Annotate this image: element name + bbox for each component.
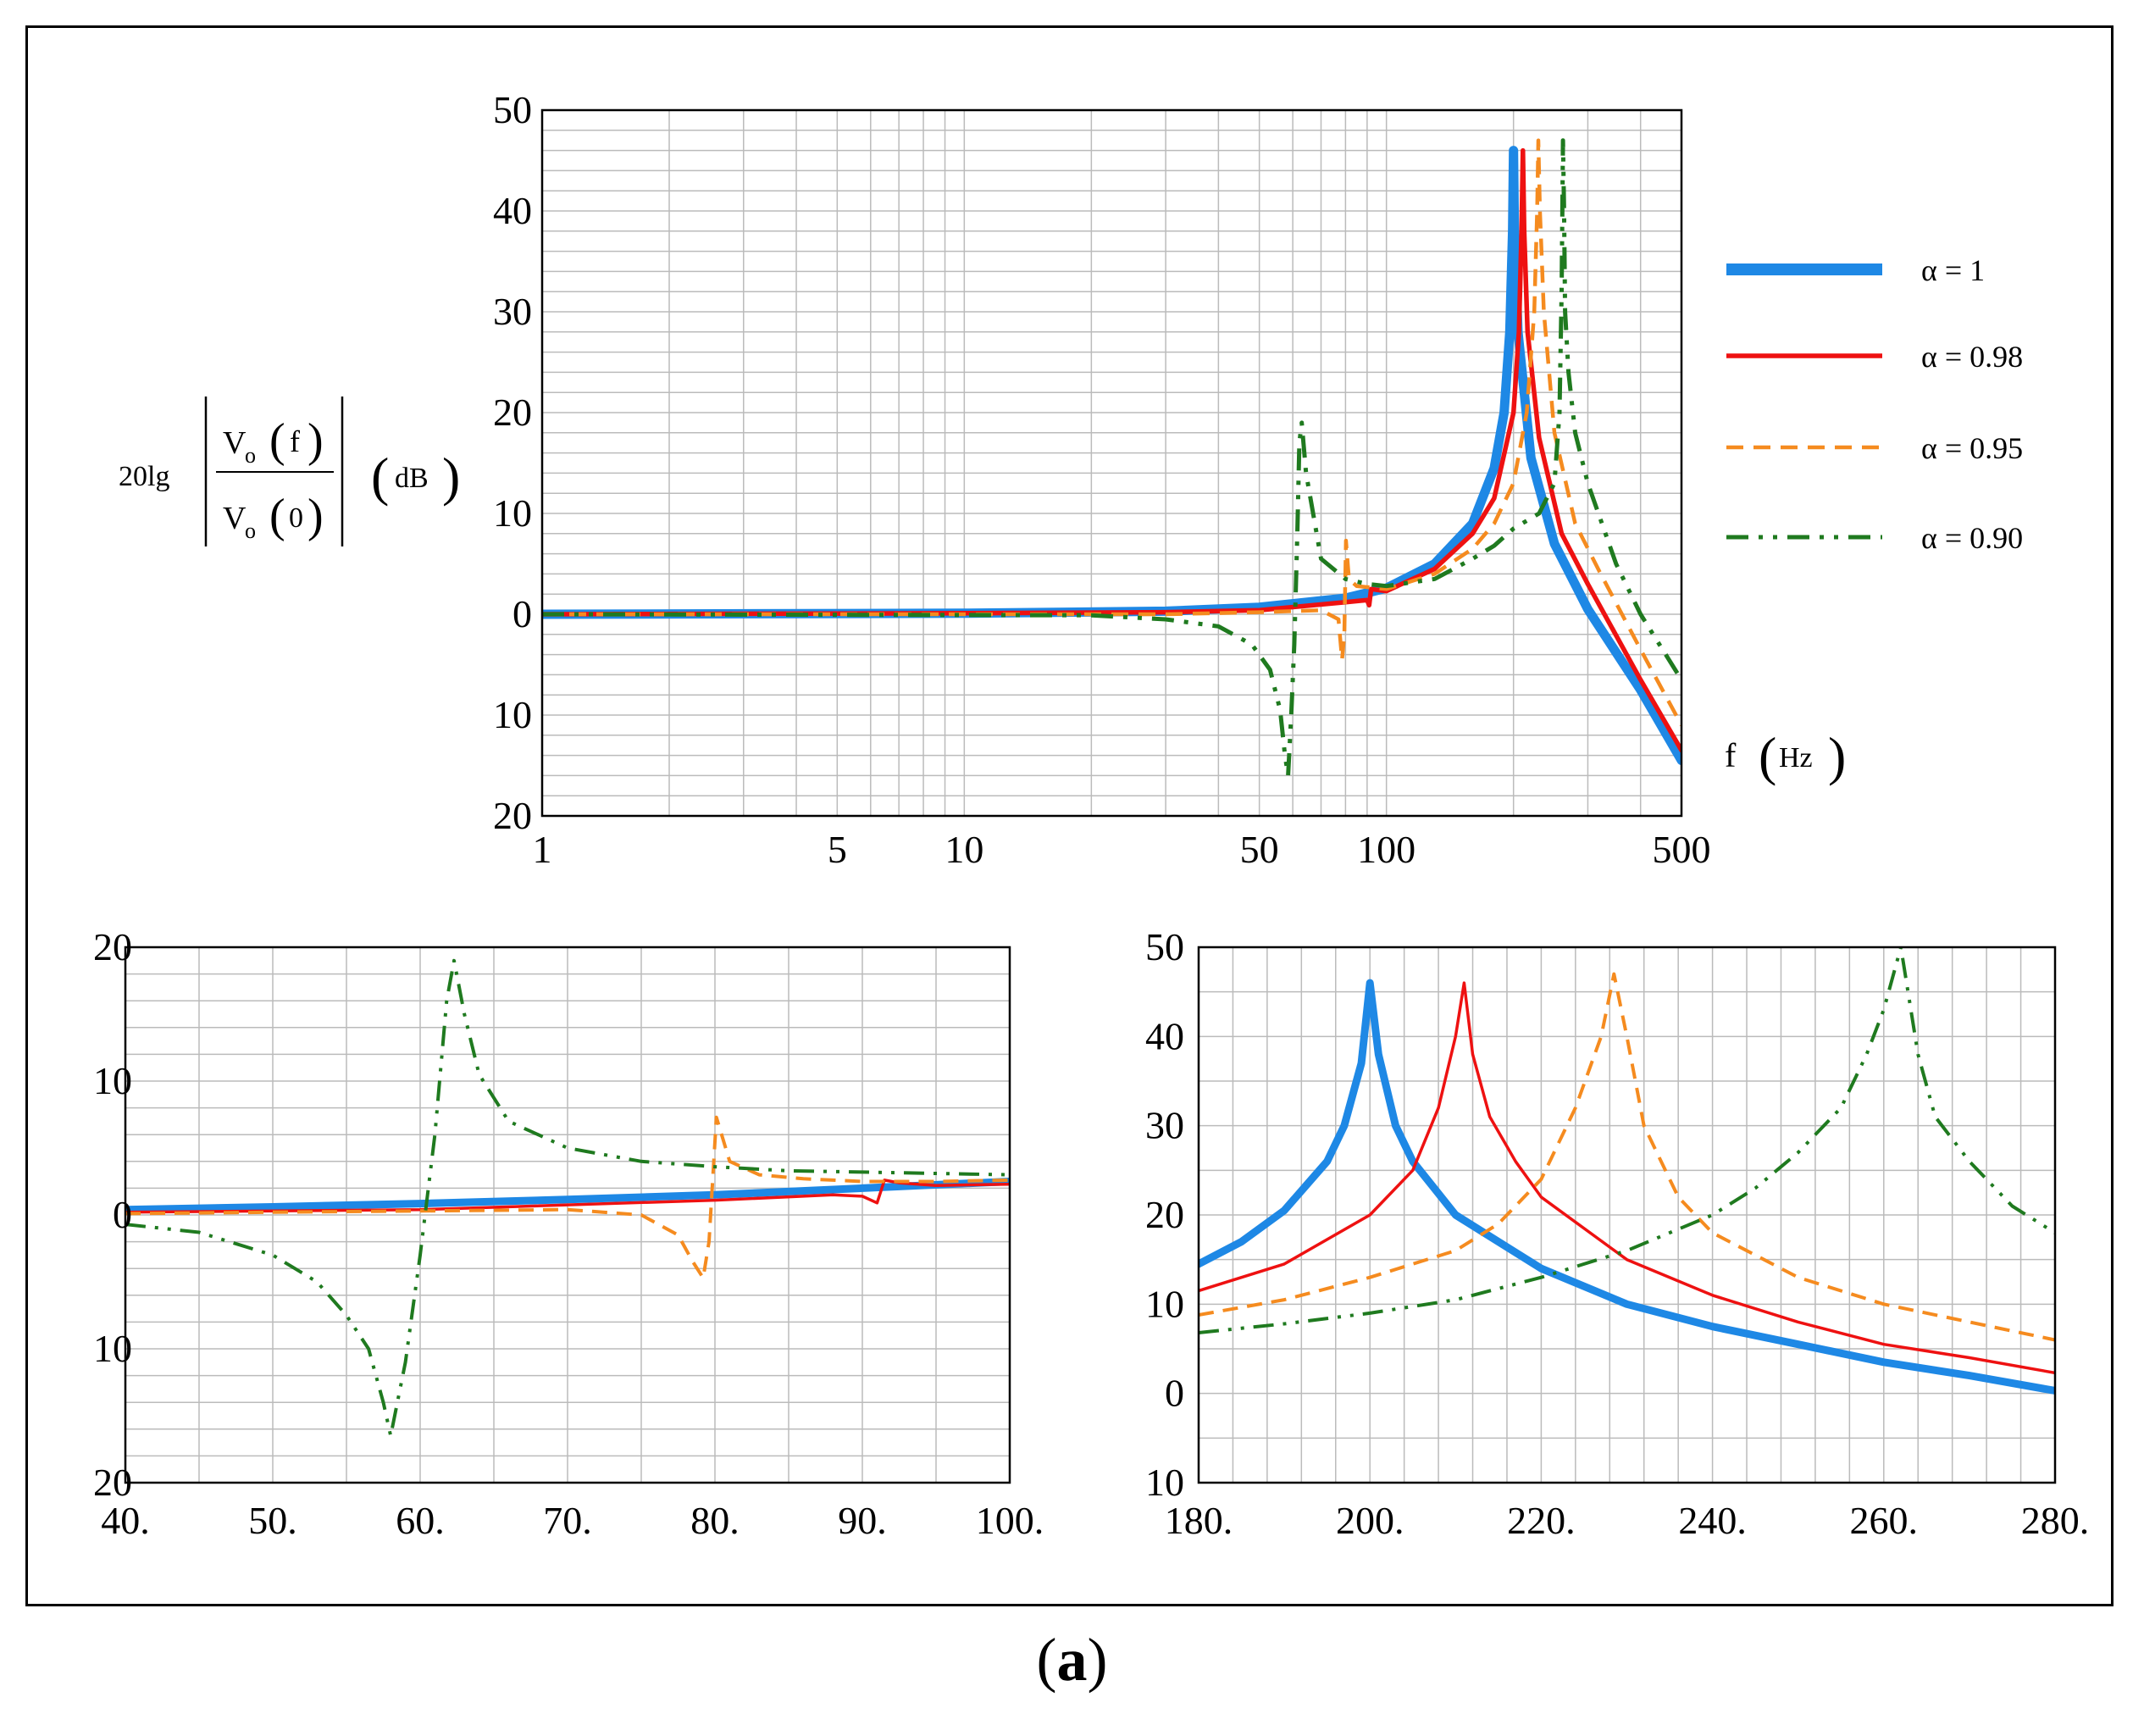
figure-frame bbox=[25, 25, 2114, 1606]
y-tick-label: 50 bbox=[1145, 925, 1184, 968]
x-tick-label: 40. bbox=[101, 1499, 150, 1542]
x-tick-label: 5 bbox=[828, 828, 847, 871]
x-tick-label: 100 bbox=[1357, 828, 1415, 871]
x-tick-label: 70. bbox=[543, 1499, 592, 1542]
denominator-rparen: ) bbox=[307, 490, 324, 542]
y-tick-label: 40 bbox=[1145, 1014, 1184, 1057]
denominator-v: V bbox=[223, 501, 247, 536]
panel-label-letter: a bbox=[1056, 1626, 1088, 1694]
y-tick-label: 20 bbox=[93, 1461, 132, 1504]
numerator-sub: o bbox=[245, 443, 256, 468]
plot-frame bbox=[540, 108, 1683, 818]
y-tick-label: 10 bbox=[1145, 1461, 1184, 1504]
denominator-sub: o bbox=[245, 519, 256, 543]
x-unit-lparen: ( bbox=[1759, 726, 1776, 786]
y-tick-label: 40 bbox=[493, 189, 532, 232]
x-tick-label: 100. bbox=[976, 1499, 1044, 1542]
x-tick-label: 10 bbox=[945, 828, 983, 871]
unit-text: dB bbox=[395, 463, 429, 494]
panel-label-close: ) bbox=[1087, 1626, 1108, 1694]
numerator-lparen: ( bbox=[269, 414, 285, 467]
x-tick-label: 200. bbox=[1336, 1499, 1404, 1542]
series-line-alpha-090 bbox=[542, 138, 1681, 778]
series-line-alpha-095 bbox=[542, 138, 1681, 726]
y-axis-label: 20lg V o ( f ) V o ( 0 ) ( dB ) bbox=[119, 397, 460, 546]
series-line-alpha-090 bbox=[125, 958, 1010, 1438]
denominator-lparen: ( bbox=[269, 490, 285, 542]
x-tick-label: 60. bbox=[396, 1499, 445, 1542]
series-line-alpha-1 bbox=[1199, 979, 2055, 1395]
x-tick-label: 50 bbox=[1240, 828, 1279, 871]
y-tick-label: 10 bbox=[93, 1327, 132, 1370]
y-tick-label: 20 bbox=[493, 794, 532, 837]
y-tick-label: 0 bbox=[1165, 1372, 1184, 1415]
x-tick-label: 240. bbox=[1678, 1499, 1747, 1542]
legend: α = 1 α = 0.98 α = 0.95 α = 0.90 bbox=[1726, 253, 2023, 555]
zoom-high-chart: 180. 200. 220. 240. 260. 280. 50 40 30 20 10 0 10 bbox=[1145, 925, 2089, 1542]
series-line-alpha-098 bbox=[1199, 981, 2055, 1375]
y-tick-label: 0 bbox=[512, 592, 532, 635]
y-tick-label: 20 bbox=[493, 391, 532, 434]
x-tick-label: 1 bbox=[533, 828, 552, 871]
y-tick-label: 30 bbox=[493, 290, 532, 333]
x-tick-label: 180. bbox=[1165, 1499, 1233, 1542]
series-line-alpha-1 bbox=[125, 1178, 1010, 1214]
x-tick-label: 280. bbox=[2021, 1499, 2090, 1542]
x-tick-label: 260. bbox=[1850, 1499, 1919, 1542]
series-line-alpha-095 bbox=[1199, 972, 2055, 1342]
legend-label: α = 0.90 bbox=[1921, 521, 2023, 555]
y-tick-label: 50 bbox=[493, 88, 532, 131]
legend-label: α = 0.95 bbox=[1921, 431, 2023, 465]
x-tick-label: 50. bbox=[248, 1499, 297, 1542]
panel-label-open: ( bbox=[1036, 1626, 1057, 1694]
series-group bbox=[125, 958, 1010, 1438]
unit-lparen: ( bbox=[371, 446, 389, 507]
y-tick-label: 20 bbox=[93, 925, 132, 968]
numerator-v: V bbox=[223, 425, 247, 461]
series-line-alpha-098 bbox=[542, 147, 1681, 753]
y-tick-label: 10 bbox=[93, 1059, 132, 1102]
grid bbox=[1198, 946, 2056, 1484]
series-line-alpha-1 bbox=[542, 146, 1681, 765]
x-tick-label: 80. bbox=[690, 1499, 740, 1542]
legend-label: α = 0.98 bbox=[1921, 340, 2023, 374]
grid bbox=[125, 946, 1011, 1484]
x-tick-label: 500 bbox=[1653, 828, 1711, 871]
unit-rparen: ) bbox=[442, 446, 460, 507]
zoom-low-chart: 40. 50. 60. 70. 80. 90. 100. 20 10 0 10 20 bbox=[93, 925, 1044, 1542]
x-label-var: f bbox=[1725, 736, 1737, 774]
series-line-alpha-098 bbox=[125, 1179, 1010, 1214]
plot-frame bbox=[1197, 946, 2057, 1484]
x-unit-rparen: ) bbox=[1828, 726, 1846, 786]
series-group bbox=[1199, 947, 2055, 1395]
x-axis-label: f ( Hz ) bbox=[1725, 726, 1846, 786]
y-tick-label: 10 bbox=[493, 693, 532, 736]
x-unit-text: Hz bbox=[1779, 742, 1813, 774]
numerator-arg: f bbox=[290, 424, 300, 458]
y-tick-label: 10 bbox=[1145, 1282, 1184, 1325]
x-tick-label: 220. bbox=[1507, 1499, 1576, 1542]
x-tick-label: 90. bbox=[838, 1499, 887, 1542]
panel-label: (a) bbox=[0, 1625, 2144, 1695]
y-tick-label: 0 bbox=[113, 1193, 132, 1236]
denominator-arg: 0 bbox=[289, 502, 303, 534]
legend-label: α = 1 bbox=[1921, 253, 1985, 287]
y-tick-label: 20 bbox=[1145, 1193, 1184, 1236]
series-line-alpha-090 bbox=[1199, 947, 2055, 1334]
y-tick-label: 30 bbox=[1145, 1104, 1184, 1147]
series-group bbox=[542, 138, 1681, 778]
y-tick-label: 10 bbox=[493, 491, 532, 535]
y-label-prefix: 20lg bbox=[119, 461, 169, 492]
series-line-alpha-095 bbox=[125, 1115, 1010, 1280]
numerator-rparen: ) bbox=[307, 414, 324, 467]
plot-frame bbox=[124, 946, 1011, 1484]
